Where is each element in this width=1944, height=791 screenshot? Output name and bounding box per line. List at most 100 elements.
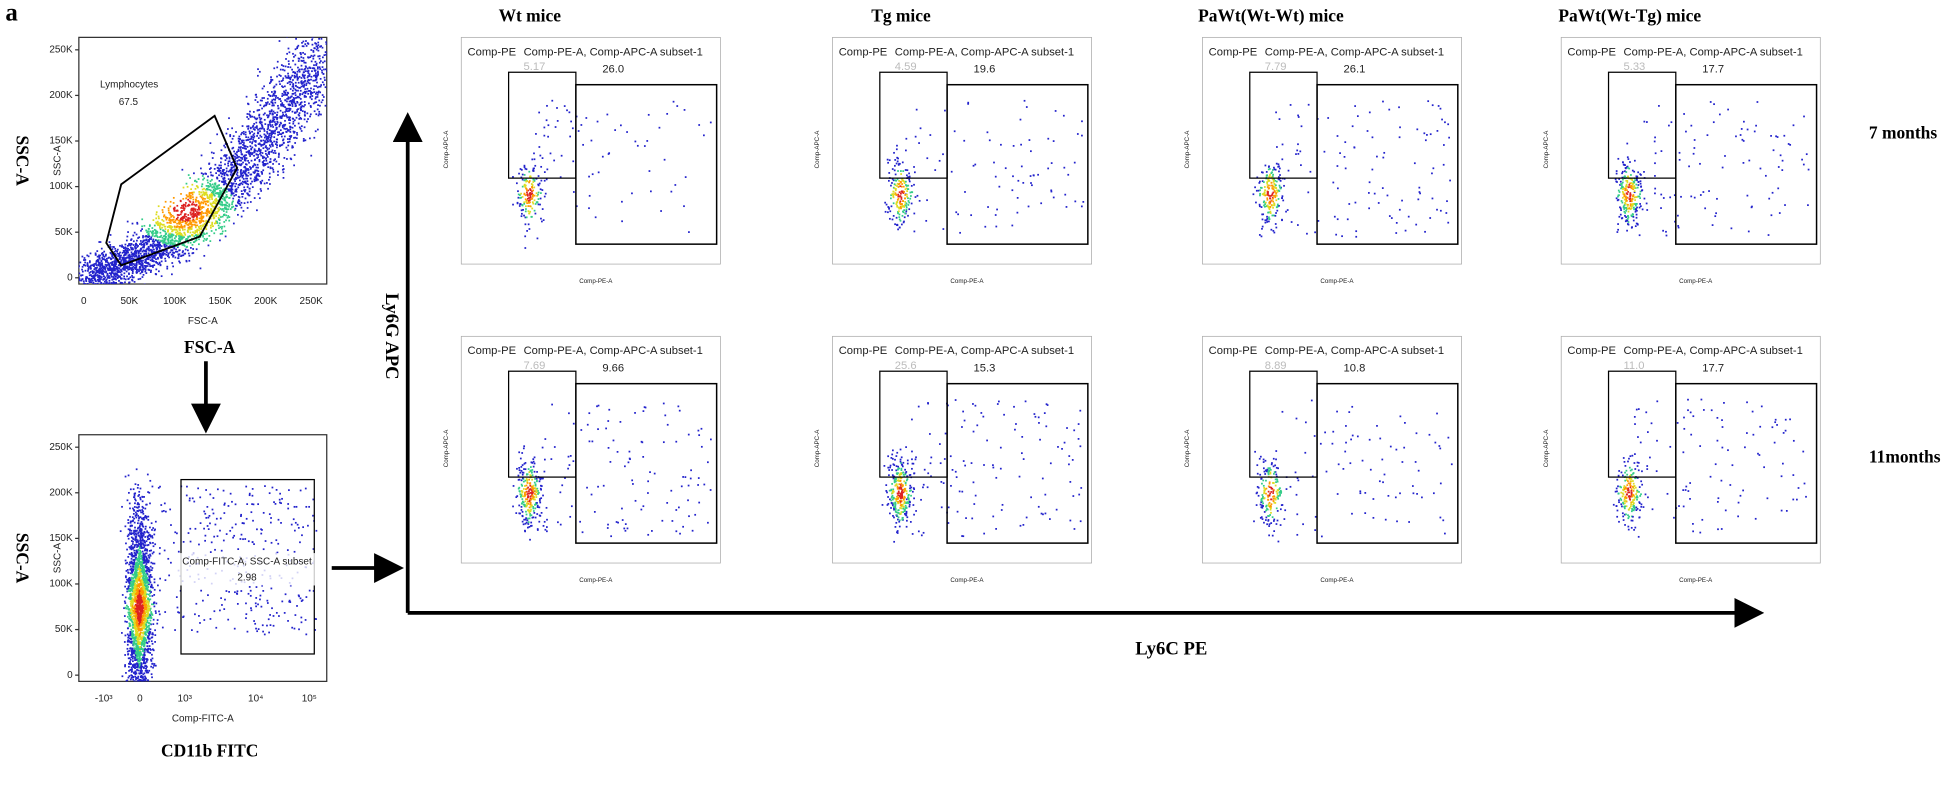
dot <box>76 269 78 271</box>
dot <box>138 584 141 586</box>
dot <box>140 263 142 266</box>
dot <box>133 266 136 269</box>
dot <box>179 219 182 222</box>
dot <box>239 183 241 185</box>
dot <box>180 193 182 195</box>
dot <box>127 249 129 252</box>
dot <box>147 239 150 241</box>
dot <box>269 624 272 626</box>
dot <box>159 254 162 257</box>
dot <box>142 598 145 600</box>
dot <box>227 178 230 180</box>
dot <box>148 598 151 601</box>
dot <box>269 167 272 170</box>
dot <box>85 280 88 283</box>
dot <box>297 69 300 72</box>
dot <box>134 665 137 667</box>
dot <box>266 147 268 149</box>
dot <box>146 747 148 749</box>
dot <box>152 232 154 235</box>
dot <box>126 569 129 571</box>
dot <box>185 221 188 224</box>
dot <box>289 66 292 69</box>
dot <box>108 282 111 284</box>
dot <box>169 245 171 247</box>
dot <box>219 208 222 210</box>
dot <box>228 188 231 191</box>
dot <box>273 150 276 152</box>
dot <box>169 200 172 203</box>
dot <box>95 260 98 263</box>
dot <box>234 185 237 188</box>
dot <box>320 113 322 116</box>
dot <box>219 189 221 192</box>
dot <box>312 57 315 60</box>
dot <box>105 264 108 267</box>
dot <box>132 234 135 237</box>
dot <box>126 627 129 630</box>
dot <box>127 278 130 280</box>
dot <box>268 103 271 105</box>
dot <box>223 172 225 174</box>
dot <box>150 269 152 272</box>
y-tick-label: 200K <box>49 90 73 101</box>
dot <box>146 629 148 632</box>
dot <box>234 591 236 594</box>
dot <box>122 247 125 249</box>
dot <box>269 160 272 163</box>
dot <box>288 117 291 120</box>
dot <box>208 514 211 517</box>
dot <box>105 265 108 268</box>
dot <box>280 104 283 107</box>
dot <box>131 604 134 607</box>
dot <box>155 254 157 257</box>
dot <box>149 230 151 233</box>
dot <box>146 559 148 562</box>
dot <box>192 219 195 222</box>
dot <box>239 147 242 149</box>
dot <box>142 552 145 555</box>
dot <box>144 536 147 538</box>
dot <box>270 131 273 134</box>
dot <box>154 634 157 637</box>
dot <box>323 60 326 63</box>
dot <box>129 624 132 627</box>
dot <box>142 249 145 252</box>
dot <box>310 60 313 63</box>
dot <box>128 577 131 579</box>
dot <box>192 212 195 215</box>
dot <box>220 172 223 175</box>
dot <box>177 253 180 256</box>
dot <box>319 104 321 107</box>
dot <box>79 287 81 289</box>
x-tick-label: 0 <box>81 296 87 307</box>
dot <box>152 666 154 669</box>
dot <box>256 101 259 103</box>
dot <box>243 144 245 147</box>
dot <box>279 501 281 504</box>
dot <box>283 125 286 127</box>
dot <box>312 79 315 82</box>
dot <box>253 128 256 131</box>
dot <box>172 243 175 246</box>
dot <box>177 233 180 235</box>
dot <box>142 596 145 599</box>
dot <box>138 250 141 253</box>
dot <box>141 567 144 569</box>
dot <box>110 267 112 270</box>
dot <box>153 244 156 247</box>
dot <box>164 228 167 231</box>
dot <box>329 94 331 96</box>
dot <box>75 273 77 275</box>
dot <box>295 505 298 508</box>
dot <box>151 256 154 259</box>
dot <box>153 578 156 581</box>
dot <box>172 202 175 204</box>
dot <box>146 617 149 620</box>
dot <box>137 602 139 605</box>
dot <box>131 546 134 549</box>
dot <box>138 666 140 669</box>
dot <box>139 710 141 712</box>
dot <box>134 670 137 673</box>
dot <box>173 216 175 219</box>
